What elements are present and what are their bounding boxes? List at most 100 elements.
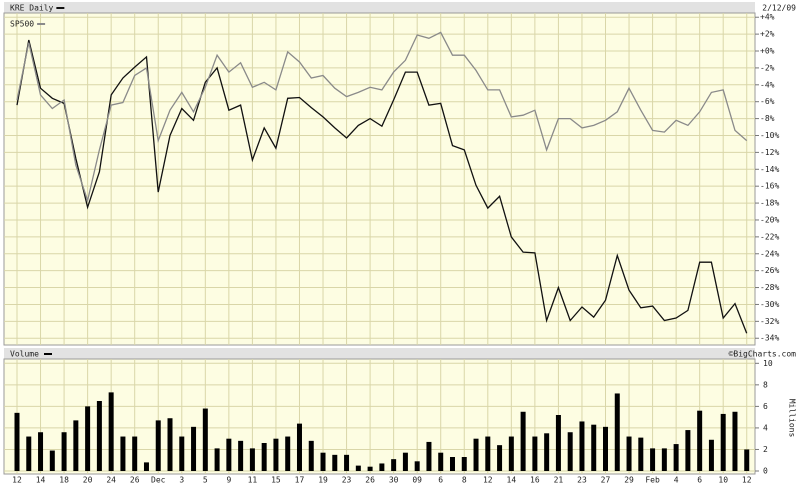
x-tick-label: 29 (624, 476, 634, 485)
x-tick-label: 6 (697, 476, 702, 485)
x-tick-label: 6 (438, 476, 443, 485)
y-tick-label: -30% (760, 300, 779, 309)
x-tick-label: 14 (507, 476, 517, 485)
bar (296, 423, 302, 471)
bar (320, 452, 326, 471)
bar (132, 436, 138, 471)
bar (449, 457, 455, 471)
source: ©BigCharts.com (729, 350, 797, 359)
y-tick-label: -2% (760, 63, 775, 72)
x-tick-label: 12 (483, 476, 493, 485)
y-tick-label: -10% (760, 131, 779, 140)
series-line (16, 39, 748, 334)
x-tick-label: 9 (226, 476, 231, 485)
price-plot (3, 12, 756, 346)
bar (614, 393, 620, 471)
bar (744, 449, 750, 471)
x-tick-label: 3 (179, 476, 184, 485)
x-tick-label: 26 (130, 476, 140, 485)
bar (626, 436, 632, 471)
bar (202, 408, 208, 471)
y-tick-label: -24% (760, 249, 779, 258)
bar (355, 465, 361, 471)
x-tick-label: 12 (742, 476, 752, 485)
volume-header (4, 348, 755, 359)
bar (438, 452, 444, 471)
x-tick-label: Feb (645, 476, 660, 485)
bar (544, 433, 550, 471)
bar (226, 438, 232, 471)
x-tick-label: 16 (530, 476, 540, 485)
y-tick-label: -28% (760, 283, 779, 292)
bar (108, 392, 114, 471)
bar (155, 420, 161, 471)
bar (708, 439, 714, 471)
y-tick-label: -6% (760, 97, 775, 106)
bar (261, 443, 267, 471)
y-tick-label: -34% (760, 334, 779, 343)
bar (344, 454, 350, 471)
bar (579, 421, 585, 471)
x-tick-label: 14 (36, 476, 46, 485)
x-tick-label: 18 (59, 476, 69, 485)
bar (191, 426, 197, 471)
legend-label: KRE Daily (10, 4, 54, 13)
y-tick-label: 2 (763, 445, 768, 454)
volume-title: Volume (10, 350, 39, 359)
y-tick-label: -26% (760, 266, 779, 275)
y-tick-label: -22% (760, 232, 779, 241)
y-tick-label: -32% (760, 317, 779, 326)
bar (685, 430, 691, 471)
x-tick-label: 09 (412, 476, 422, 485)
y-tick-label: +4% (760, 13, 775, 22)
bar (273, 438, 279, 471)
bar (520, 411, 526, 471)
y-tick-label: 0 (763, 467, 768, 476)
x-tick-label: 27 (601, 476, 611, 485)
x-tick-label: 24 (106, 476, 116, 485)
y-tick-label: 10 (763, 359, 773, 368)
bar (179, 436, 185, 471)
bar (61, 432, 67, 471)
bar (167, 418, 173, 471)
bar (238, 440, 244, 471)
bar (214, 448, 220, 471)
y-axis-label: Millions (788, 399, 797, 438)
bar (720, 413, 726, 471)
bar (697, 410, 703, 471)
bar (555, 415, 561, 471)
y-tick-label: -18% (760, 199, 779, 208)
x-tick-label: 20 (83, 476, 93, 485)
bar (638, 437, 644, 471)
bar (461, 457, 467, 471)
bar (49, 450, 55, 471)
x-tick-label: 17 (295, 476, 305, 485)
bar (285, 436, 291, 471)
y-tick-label: -12% (760, 148, 779, 157)
bar (379, 463, 385, 471)
y-tick-label: +0% (760, 47, 775, 56)
date: 2/12/09 (762, 4, 796, 13)
bar (485, 436, 491, 471)
y-tick-label: 4 (763, 423, 768, 432)
x-tick-label: 10 (718, 476, 728, 485)
legend-label: SP500 (10, 20, 34, 29)
x-tick-label: 4 (674, 476, 679, 485)
bar (414, 461, 420, 471)
bar (673, 444, 679, 471)
bar (73, 420, 79, 471)
y-tick-label: 6 (763, 402, 768, 411)
bar (367, 466, 373, 471)
x-tick-label: 21 (554, 476, 564, 485)
bar (426, 441, 432, 471)
x-tick-label: 8 (462, 476, 467, 485)
bar (308, 440, 314, 471)
bar (603, 426, 608, 471)
bar (591, 424, 597, 471)
bar (732, 411, 738, 471)
bar (249, 448, 255, 471)
price-header (4, 2, 755, 13)
x-tick-label: 5 (203, 476, 208, 485)
bar (661, 448, 667, 471)
